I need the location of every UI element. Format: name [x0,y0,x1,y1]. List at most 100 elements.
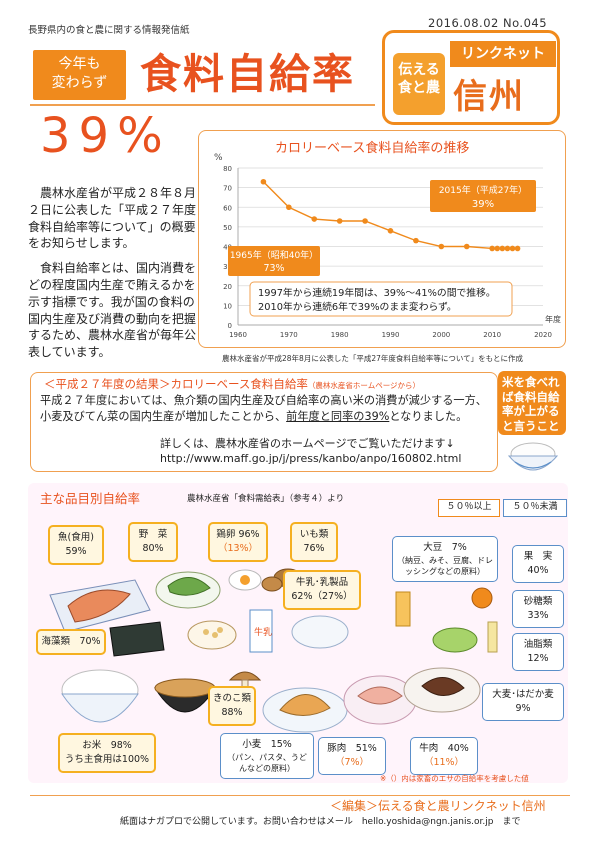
item-label-beef: 牛肉 40% （11%） [410,737,478,775]
x-axis-label: 年度 [545,314,561,324]
x-tick-label: 1980 [331,331,349,339]
logo-main-text: 信州 [453,77,525,117]
results-more-text: 詳しくは、農林水産省のホームページでご覧いただけます↓ [160,437,455,450]
item-name: 鶏卵 96% [216,529,260,540]
fish-icon [67,589,131,623]
results-body-b: となりました。 [389,410,468,423]
vegetable-icon [167,577,211,596]
item-label-fruit: 果 実 40% [512,545,564,583]
data-point [336,218,343,224]
item-label-seaweed: 海藻類 70% [36,629,106,655]
items-source: 農林水産省「食料需給表」（参考４）より [187,494,345,504]
seaweed-icon [109,621,165,657]
item-label-barley: 大麦･はだか麦 9% [482,683,564,721]
item-name: お米 98% [82,740,132,751]
y-axis-unit: % [214,153,223,163]
y-tick-label: 70 [223,185,232,193]
data-point [260,178,267,185]
x-tick-label: 1970 [280,331,298,339]
legend-high: ５０％以上 [438,499,500,517]
data-point [362,218,368,224]
item-label-pork: 豚肉 51% （7%） [318,737,386,775]
y-tick-label: 80 [223,165,232,173]
end-label-year: 2015年（平成27年） [439,184,527,196]
logo: 伝える 食と農 リンクネット 信州 [382,30,560,125]
item-label-fish: 魚(食用) 59% [48,525,104,565]
intro-paragraph-2: 食料自給率とは、国内消費をどの程度国内生産で賄えるかを示す指標です。我が国の食料… [28,261,197,360]
item-name: 大豆 7% [423,542,467,553]
issue-number: 2016.08.02 No.045 [428,16,548,30]
data-point [413,237,419,244]
end-label-box [430,180,536,212]
item-name: 小麦 15% [242,739,292,750]
y-tick-label: 60 [223,204,232,212]
x-tick-label: 1990 [382,331,400,339]
item-pct: 33% [527,610,549,621]
y-tick-label: 20 [223,283,232,291]
item-label-sugar: 砂糖類 33% [512,590,564,628]
footer-contact: 紙面はナガプロで公開しています。お問い合わせはメール hello.yoshida… [120,817,521,827]
data-point [311,216,318,222]
item-name: 豚肉 51% [327,743,377,754]
rice-bowl-icon [507,442,559,471]
item-label-milk: 牛乳･乳製品 62%（27%） [283,570,361,610]
item-pct: 88% [221,707,243,718]
data-point [438,243,445,250]
y-tick-label: 30 [223,263,232,271]
y-tick-label: 10 [223,302,232,310]
results-body-a: 平成２７年度においては、魚介類の国内生産及び自給率の高い米の消費が減少する一方、… [40,394,487,423]
item-label-rice: お米 98% うち主食用は100% [58,733,156,773]
x-tick-label: 1960 [229,331,247,339]
start-label-box [228,246,320,276]
item-pct: うち主食用は100% [64,754,150,765]
results-box [30,372,498,472]
item-name: 砂糖類 [523,596,553,607]
note-line-2: 2010年から連続6年で39%のまま変わらず。 [258,300,457,313]
item-pct: 9% [515,703,531,714]
results-more: 詳しくは、農林水産省のホームページでご覧いただけます↓ http://www.m… [160,436,461,466]
item-name: いも類 [299,529,329,540]
milk-carton-icon [249,609,273,653]
legend-low: ５０％未満 [503,499,567,517]
juice-icon [395,591,411,627]
item-pct: 59% [65,546,87,557]
data-point [514,245,521,252]
data-point [489,245,495,252]
item-name: 大麦･はだか麦 [492,689,554,700]
milk-plate-icon [291,615,349,649]
item-pct: 80% [142,543,164,554]
salad-icon [432,627,478,653]
chart-title: カロリーベース食料自給率の推移 [275,141,470,156]
start-label-value: 73% [263,263,284,274]
item-pct: 76% [303,543,325,554]
item-name: きのこ類 [213,693,252,704]
logo-badge: 伝える 食と農 [393,53,445,115]
food-illustration: 牛乳 [49,568,498,733]
y-tick-label: 50 [223,224,232,232]
mushroom-icon [228,671,262,681]
note-line-1: 1997年から連続19年間は、39%～41%の間で推移。 [258,286,496,299]
header-subtitle: 長野県内の食と農に関する情報発信紙 [28,25,190,36]
tag-box: 今年も 変わらず [33,50,126,100]
bread-icon [279,694,331,716]
pork-icon [357,686,403,705]
y-tick-label: 40 [223,244,232,252]
intro-text: 農林水産省が平成２８年８月２日に公表した「平成２７年度食料自給率等について」の概… [28,185,198,369]
item-pct: 12% [527,653,549,664]
x-tick-label: 2010 [483,331,501,339]
item-label-vegetables: 野 菜 80% [128,522,178,562]
item-label-potato: いも類 76% [290,522,338,562]
beef-icon [421,677,465,696]
data-point [387,228,394,234]
item-name: 果 実 [523,551,553,562]
y-tick-label: 0 [228,322,232,330]
maff-link[interactable]: http://www.maff.go.jp/j/press/kanbo/anpo… [160,452,462,465]
data-point [509,245,516,252]
data-point [504,245,511,252]
item-pct: （納豆、みそ、豆腐、ドレッシングなどの原料） [397,556,493,576]
svg-text:牛乳: 牛乳 [254,626,272,638]
end-label-value: 39% [472,199,494,210]
self-sufficiency-chart: 0 10 20 30 40 50 60 70 80 1960 1970 1980 1990 2000 201… [214,153,561,339]
item-name: 油脂類 [523,639,553,650]
results-title-source: （農林水産省ホームページから） [307,381,421,390]
